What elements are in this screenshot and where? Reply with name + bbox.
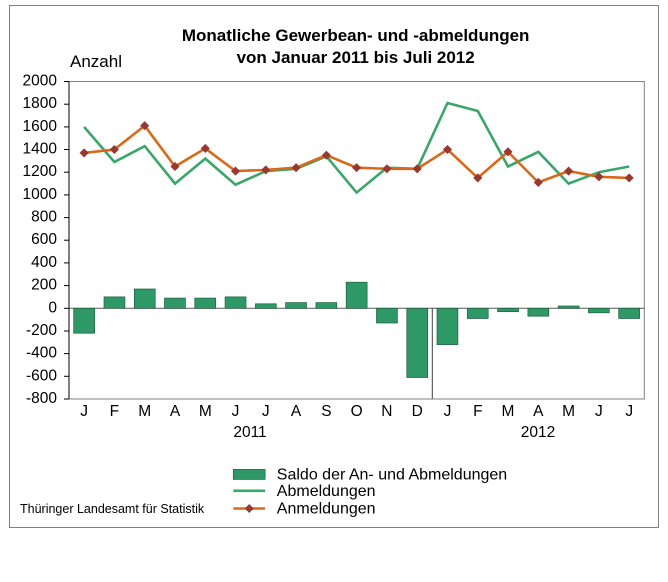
svg-text:von Januar 2011 bis Juli 2012: von Januar 2011 bis Juli 2012 bbox=[237, 48, 475, 67]
svg-text:600: 600 bbox=[31, 231, 57, 248]
svg-text:200: 200 bbox=[31, 277, 57, 294]
svg-text:Monatliche Gewerbean- und -abm: Monatliche Gewerbean- und -abmeldungen bbox=[182, 26, 530, 45]
svg-text:J: J bbox=[80, 403, 88, 420]
svg-text:2000: 2000 bbox=[23, 73, 58, 90]
svg-text:J: J bbox=[232, 403, 240, 420]
svg-text:1600: 1600 bbox=[23, 118, 58, 135]
svg-text:O: O bbox=[351, 403, 363, 420]
svg-text:A: A bbox=[533, 403, 544, 420]
svg-text:2011: 2011 bbox=[233, 424, 266, 441]
svg-text:1400: 1400 bbox=[23, 141, 58, 158]
svg-text:M: M bbox=[138, 403, 151, 420]
svg-text:1800: 1800 bbox=[23, 95, 58, 112]
svg-text:1200: 1200 bbox=[23, 163, 58, 180]
svg-text:S: S bbox=[321, 403, 331, 420]
svg-text:0: 0 bbox=[48, 299, 57, 316]
svg-text:A: A bbox=[170, 403, 181, 420]
svg-text:-800: -800 bbox=[26, 390, 57, 407]
svg-text:J: J bbox=[444, 403, 452, 420]
svg-text:F: F bbox=[110, 403, 119, 420]
svg-text:D: D bbox=[412, 403, 423, 420]
svg-text:-400: -400 bbox=[26, 345, 57, 362]
svg-text:M: M bbox=[502, 403, 515, 420]
svg-text:F: F bbox=[473, 403, 482, 420]
svg-text:J: J bbox=[262, 403, 270, 420]
svg-text:Anzahl: Anzahl bbox=[70, 52, 122, 71]
svg-text:J: J bbox=[595, 403, 603, 420]
svg-text:Thüringer Landesamt für Statis: Thüringer Landesamt für Statistik bbox=[20, 502, 205, 516]
svg-text:J: J bbox=[625, 403, 633, 420]
svg-text:Anmeldungen: Anmeldungen bbox=[277, 501, 376, 518]
svg-text:M: M bbox=[562, 403, 575, 420]
svg-text:400: 400 bbox=[31, 254, 57, 271]
svg-text:1000: 1000 bbox=[23, 186, 58, 203]
svg-text:Abmeldungen: Abmeldungen bbox=[277, 483, 376, 500]
svg-text:Saldo der An- und Abmeldungen: Saldo der An- und Abmeldungen bbox=[277, 466, 507, 483]
svg-text:800: 800 bbox=[31, 209, 57, 226]
svg-text:-600: -600 bbox=[26, 367, 57, 384]
svg-text:2012: 2012 bbox=[521, 424, 555, 441]
svg-text:A: A bbox=[291, 403, 302, 420]
svg-text:N: N bbox=[381, 403, 392, 420]
svg-text:M: M bbox=[199, 403, 212, 420]
svg-text:-200: -200 bbox=[26, 322, 57, 339]
